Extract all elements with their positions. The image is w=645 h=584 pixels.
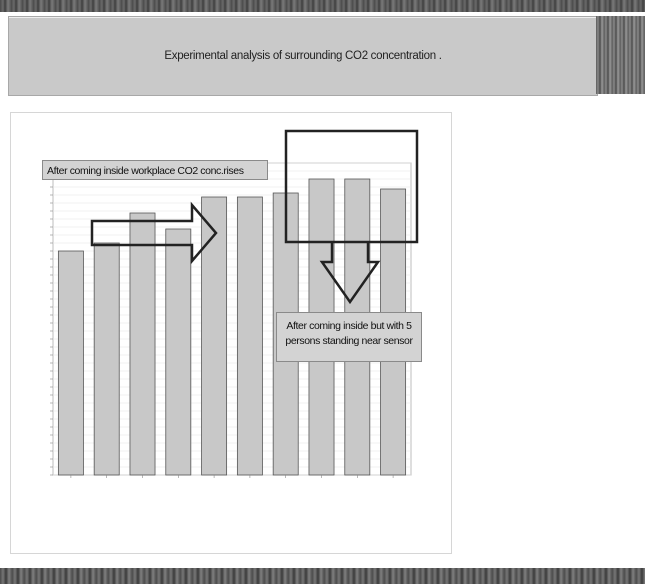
bar (165, 228, 192, 476)
bar (129, 212, 156, 476)
annotation-five-persons: After coming inside but with 5 persons s… (276, 312, 422, 362)
top-edge-texture (0, 0, 645, 12)
bottom-edge-texture (0, 568, 645, 584)
bar (93, 242, 120, 476)
annotation-line-1: After coming inside but with 5 (286, 320, 412, 332)
bar (57, 250, 84, 476)
page-title: Experimental analysis of surrounding CO2… (164, 50, 442, 62)
title-banner: Experimental analysis of surrounding CO2… (8, 16, 598, 96)
annotation-line-2: persons standing near sensor (285, 335, 413, 347)
banner-side-texture (596, 16, 645, 94)
bar (201, 196, 228, 476)
bar (236, 196, 263, 476)
annotation-co2-rises: After coming inside workplace CO2 conc.r… (42, 160, 268, 180)
